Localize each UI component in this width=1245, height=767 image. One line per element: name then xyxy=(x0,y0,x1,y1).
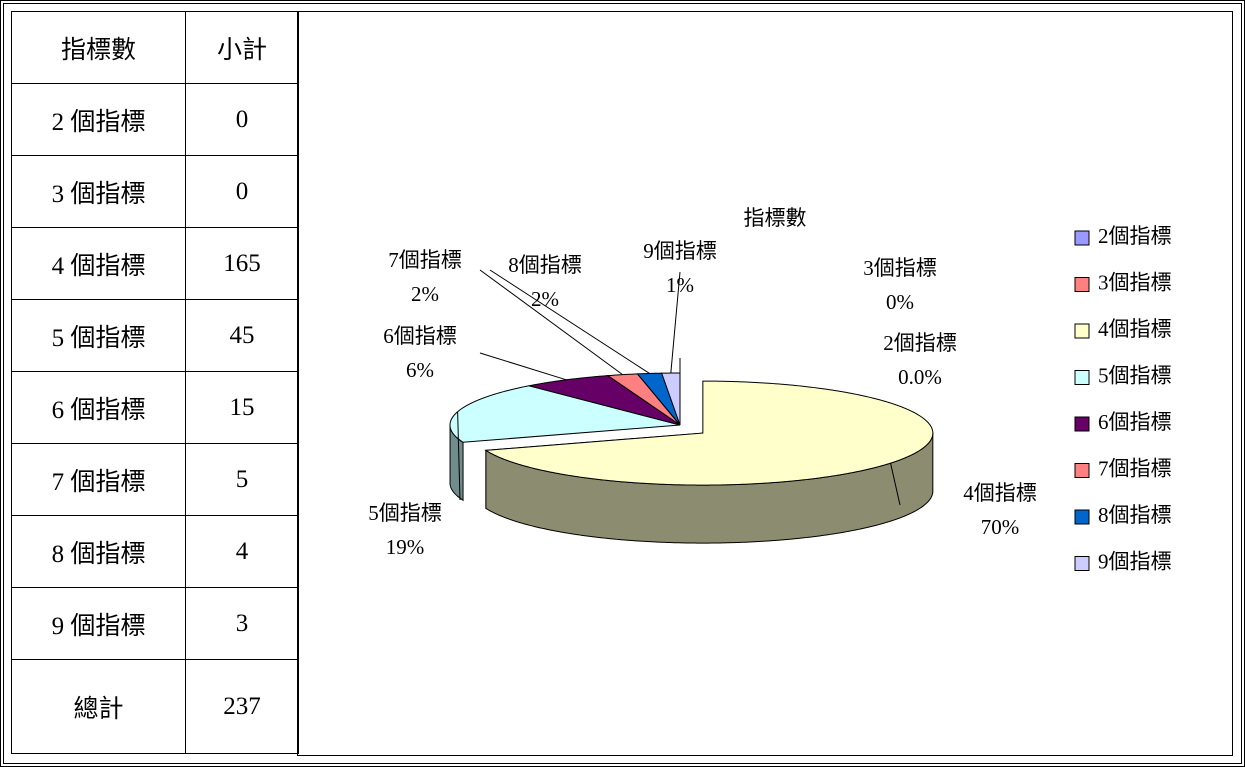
leader-line xyxy=(890,463,901,506)
data-label: 6% xyxy=(406,358,434,382)
chart-title: 指標數 xyxy=(744,206,807,230)
data-label: 8個指標 xyxy=(508,253,582,277)
table-row: 總計 237 xyxy=(11,659,299,754)
leader-line xyxy=(479,352,567,381)
data-label: 2個指標 xyxy=(883,331,957,355)
table-cell: 3 xyxy=(185,587,299,660)
legend-label: 5個指標 xyxy=(1098,363,1172,387)
data-label: 4個指標 xyxy=(963,481,1037,505)
table-row: 4 個指標 165 xyxy=(11,227,299,300)
table-cell: 237 xyxy=(185,659,299,754)
data-label: 5個指標 xyxy=(368,501,442,525)
legend-swatch xyxy=(1074,277,1090,292)
table-cell: 6 個指標 xyxy=(11,371,186,444)
table-row: 指標數 小計 xyxy=(11,11,299,84)
data-table: 指標數 小計 2 個指標 0 3 個指標 0 4 個指標 165 5 個指標 45 6 個指標 15 7… xyxy=(11,11,299,754)
table-cell: 5 個指標 xyxy=(11,299,186,372)
data-label: 1% xyxy=(666,273,694,297)
data-label: 2% xyxy=(411,282,439,306)
legend-label: 3個指標 xyxy=(1098,270,1172,294)
legend-label: 7個指標 xyxy=(1098,456,1172,480)
table-row: 5 個指標 45 xyxy=(11,299,299,372)
table-row: 3 個指標 0 xyxy=(11,155,299,228)
table-cell: 9 個指標 xyxy=(11,587,186,660)
data-label: 70% xyxy=(981,515,1020,539)
data-label: 9個指標 xyxy=(643,239,717,263)
data-label: 0% xyxy=(886,290,914,314)
legend-label: 9個指標 xyxy=(1098,549,1172,573)
leader-line xyxy=(489,269,650,374)
data-label: 3個指標 xyxy=(863,256,937,280)
legend-swatch xyxy=(1074,509,1090,525)
table-cell: 0 xyxy=(185,83,299,156)
legend-label: 2個指標 xyxy=(1098,224,1172,248)
table-row: 6 個指標 15 xyxy=(11,371,299,444)
table-cell: 2 個指標 xyxy=(11,83,186,156)
data-label: 6個指標 xyxy=(383,324,457,348)
legend-swatch xyxy=(1074,230,1090,246)
table-cell: 4 個指標 xyxy=(11,227,186,300)
table-row: 2 個指標 0 xyxy=(11,83,299,156)
table-cell: 8 個指標 xyxy=(11,515,186,588)
leader-line xyxy=(479,269,623,376)
legend-label: 8個指標 xyxy=(1098,503,1172,527)
chart-box xyxy=(297,11,1233,756)
data-label: 19% xyxy=(386,535,425,559)
legend-label: 6個指標 xyxy=(1098,410,1172,434)
legend-swatch xyxy=(1074,370,1090,385)
table-cell: 總計 xyxy=(11,659,186,754)
table-row: 9 個指標 3 xyxy=(11,587,299,660)
legend-swatch xyxy=(1074,463,1090,478)
data-label: 2% xyxy=(531,287,559,311)
pie-slice xyxy=(636,372,681,426)
legend-swatch xyxy=(1074,323,1090,339)
leader-line xyxy=(670,271,681,374)
table-cell: 165 xyxy=(185,227,299,300)
table-cell: 15 xyxy=(185,371,299,444)
table-cell: 0 xyxy=(185,155,299,228)
data-label: 0.0% xyxy=(898,365,942,389)
table-cell: 小計 xyxy=(185,11,299,84)
legend-swatch xyxy=(1074,556,1090,571)
legend-label: 4個指標 xyxy=(1098,317,1172,341)
data-label: 7個指標 xyxy=(388,248,462,272)
leader-line xyxy=(457,411,461,501)
table-row: 8 個指標 4 xyxy=(11,515,299,588)
table-cell: 45 xyxy=(185,299,299,372)
legend-swatch xyxy=(1074,416,1090,432)
